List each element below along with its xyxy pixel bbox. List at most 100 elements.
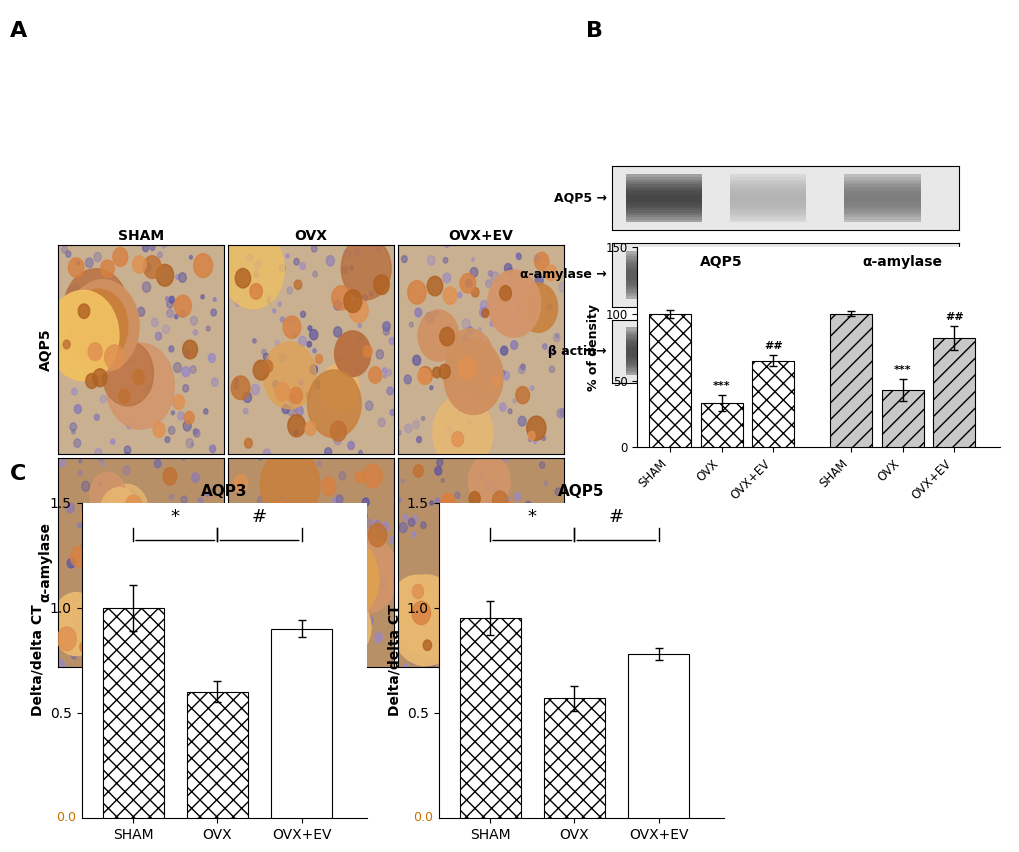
Circle shape (447, 325, 450, 329)
Text: ##: ## (944, 312, 963, 322)
Bar (626, 293, 701, 296)
Circle shape (71, 429, 75, 435)
Circle shape (105, 484, 148, 538)
Circle shape (333, 435, 341, 445)
Circle shape (172, 403, 175, 406)
Circle shape (546, 580, 552, 588)
Bar (730, 207, 805, 210)
Circle shape (408, 280, 426, 304)
Circle shape (300, 525, 363, 605)
Circle shape (101, 463, 104, 466)
Bar (626, 296, 701, 299)
Circle shape (337, 426, 342, 433)
Bar (730, 183, 805, 187)
Circle shape (100, 395, 106, 403)
Circle shape (247, 534, 266, 559)
Circle shape (169, 346, 173, 352)
Circle shape (511, 341, 518, 349)
Bar (626, 262, 701, 266)
Circle shape (277, 598, 293, 619)
Circle shape (66, 504, 74, 513)
Circle shape (427, 276, 442, 296)
Bar (626, 344, 701, 347)
Circle shape (436, 458, 442, 466)
Bar (844, 176, 920, 180)
Circle shape (501, 497, 510, 506)
Circle shape (457, 292, 462, 297)
Circle shape (222, 230, 284, 308)
Circle shape (201, 295, 204, 299)
Bar (752, 360, 794, 447)
Bar (626, 198, 701, 201)
Circle shape (307, 605, 312, 610)
Circle shape (108, 521, 173, 603)
Circle shape (341, 266, 347, 273)
Text: 0.0: 0.0 (56, 811, 75, 825)
Bar (648, 314, 690, 447)
Circle shape (550, 527, 560, 541)
Circle shape (107, 327, 111, 332)
Bar (730, 356, 805, 359)
Circle shape (331, 285, 351, 310)
Circle shape (302, 624, 305, 628)
Circle shape (458, 635, 465, 644)
Circle shape (256, 535, 263, 544)
Circle shape (271, 606, 275, 609)
Circle shape (280, 643, 286, 651)
Circle shape (73, 283, 79, 290)
Circle shape (245, 438, 252, 448)
Circle shape (471, 258, 474, 262)
Circle shape (341, 237, 390, 300)
Bar (730, 339, 805, 343)
Circle shape (533, 622, 545, 636)
Circle shape (173, 645, 178, 651)
Circle shape (205, 544, 213, 553)
Circle shape (389, 537, 394, 544)
Bar (730, 200, 805, 204)
Circle shape (143, 607, 157, 625)
Bar (844, 354, 920, 357)
Bar (626, 291, 701, 294)
Circle shape (468, 455, 510, 507)
Circle shape (79, 608, 117, 656)
Circle shape (487, 270, 540, 337)
Circle shape (179, 587, 187, 597)
Circle shape (247, 254, 253, 262)
Circle shape (518, 417, 526, 426)
Circle shape (485, 480, 492, 489)
Circle shape (453, 619, 462, 629)
Circle shape (194, 429, 200, 437)
Circle shape (192, 473, 199, 482)
Circle shape (83, 284, 91, 293)
Circle shape (143, 537, 150, 545)
Circle shape (444, 527, 454, 540)
Circle shape (503, 587, 511, 596)
Circle shape (144, 383, 150, 392)
Bar (730, 216, 805, 220)
Circle shape (415, 583, 418, 587)
Circle shape (516, 253, 519, 256)
Circle shape (372, 520, 375, 524)
Circle shape (274, 501, 287, 518)
Circle shape (155, 332, 161, 340)
Circle shape (432, 395, 492, 470)
Circle shape (375, 245, 380, 252)
Circle shape (527, 639, 543, 660)
Circle shape (74, 405, 82, 413)
Circle shape (118, 644, 125, 653)
Circle shape (305, 422, 316, 435)
Circle shape (499, 370, 504, 376)
Circle shape (68, 287, 73, 294)
Circle shape (273, 543, 276, 546)
Circle shape (149, 383, 152, 387)
Text: *: * (527, 508, 536, 526)
Circle shape (396, 430, 400, 435)
Circle shape (144, 262, 151, 272)
Circle shape (198, 498, 203, 504)
Circle shape (396, 498, 400, 503)
Circle shape (462, 319, 470, 329)
Bar (626, 286, 701, 290)
Circle shape (105, 344, 111, 353)
Circle shape (97, 528, 102, 534)
Circle shape (381, 522, 388, 532)
